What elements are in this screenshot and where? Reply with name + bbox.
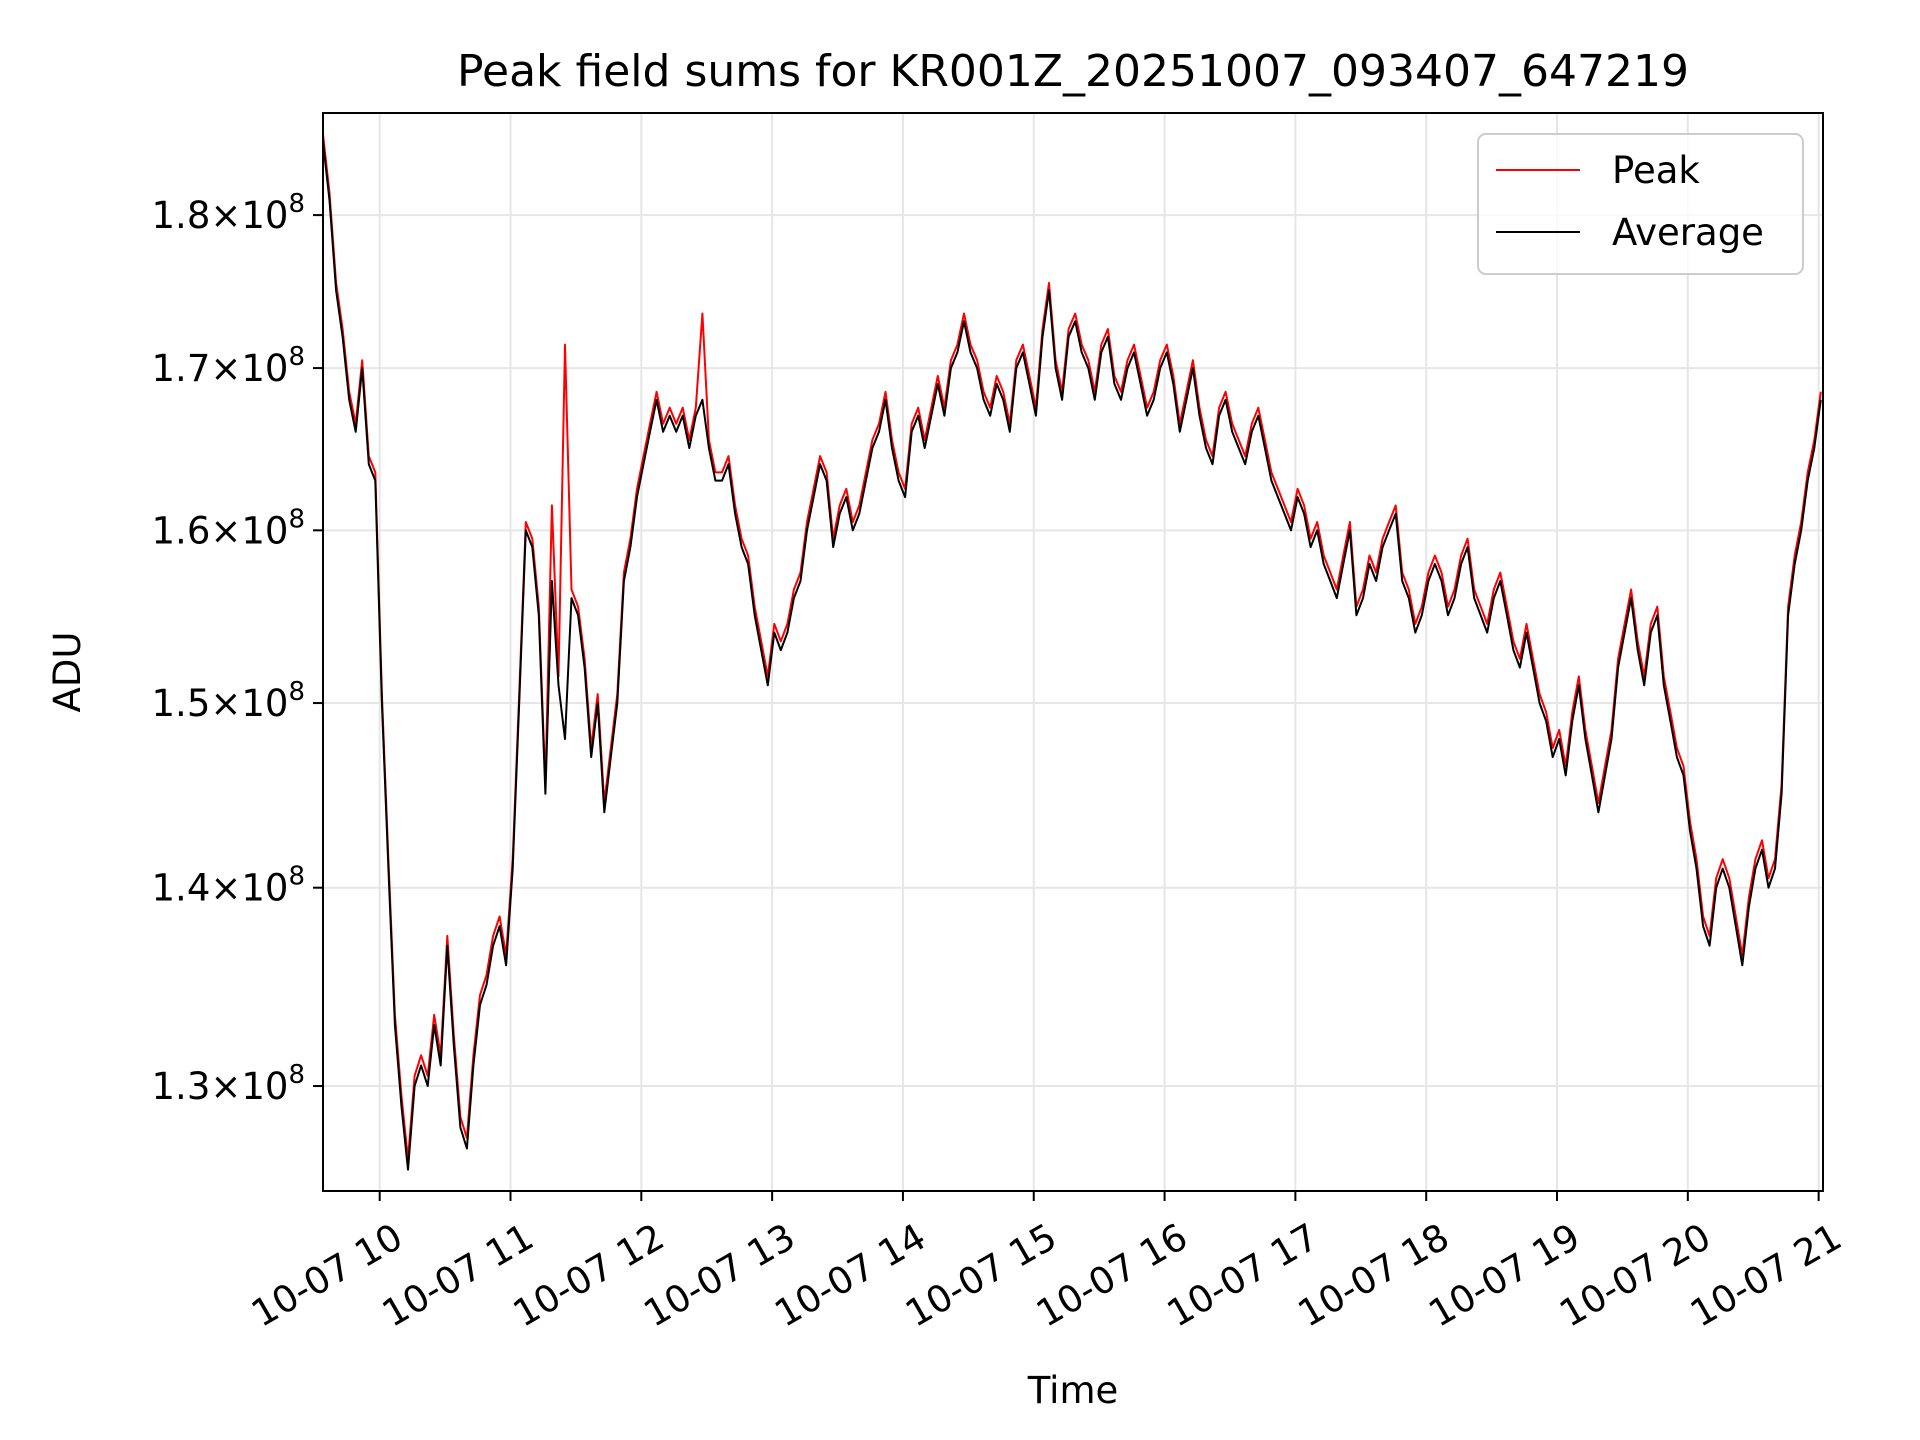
y-axis-ticks: 1.3×108 1.4×108 1.5×108 1.6×108 1.7×108 1.8×1… (152, 189, 323, 1108)
y-tick-label: 1.8×108 (152, 189, 305, 237)
y-tick-mantissa: 1.8 (152, 194, 211, 237)
y-tick-label: 1.6×108 (152, 504, 305, 552)
y-tick-label: 1.7×108 (152, 342, 305, 390)
y-tick-label: 1.3×108 (152, 1060, 305, 1108)
y-tick-mantissa: 1.5 (152, 682, 211, 725)
y-tick-label: 1.5×108 (152, 677, 305, 725)
grid (323, 113, 1823, 1191)
x-axis-label: Time (1027, 1369, 1119, 1412)
y-tick-label: 1.4×108 (152, 862, 305, 910)
y-tick-mantissa: 1.4 (152, 867, 211, 910)
y-tick-mantissa: 1.6 (152, 509, 211, 552)
y-tick-mantissa: 1.7 (152, 347, 211, 390)
plot-frame (322, 112, 1824, 1192)
y-tick-exponent: 8 (288, 189, 305, 219)
chart-title: Peak field sums for KR001Z_20251007_0934… (457, 46, 1689, 97)
y-axis-label: ADU (46, 632, 89, 713)
series-layer (323, 134, 1822, 1171)
legend: Peak Average (1477, 133, 1804, 275)
legend-label-peak: Peak (1612, 149, 1700, 192)
y-tick-exponent: 8 (288, 504, 305, 534)
series-line-peak (323, 134, 1822, 1161)
series-line-average (323, 141, 1822, 1171)
y-tick-exponent: 8 (288, 342, 305, 372)
y-tick-exponent: 8 (288, 862, 305, 892)
y-tick-exponent: 8 (288, 677, 305, 707)
y-tick-mantissa: 1.3 (152, 1065, 211, 1108)
y-tick-exponent: 8 (288, 1060, 305, 1090)
legend-label-average: Average (1612, 211, 1764, 254)
